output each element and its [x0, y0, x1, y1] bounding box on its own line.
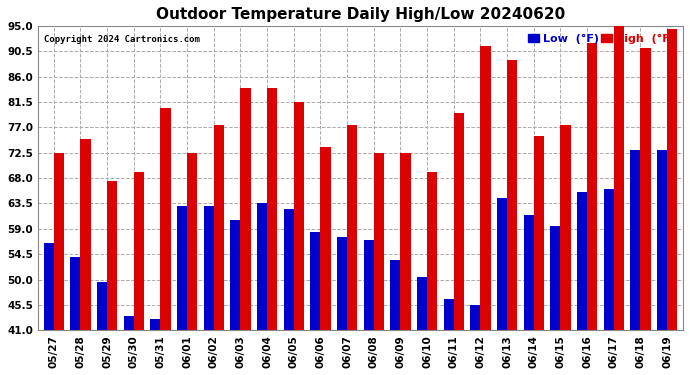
- Bar: [294, 102, 304, 375]
- Bar: [534, 136, 544, 375]
- Bar: [150, 319, 161, 375]
- Bar: [240, 88, 250, 375]
- Bar: [347, 124, 357, 375]
- Bar: [177, 206, 187, 375]
- Bar: [454, 113, 464, 375]
- Bar: [444, 299, 454, 375]
- Bar: [427, 172, 437, 375]
- Bar: [257, 204, 267, 375]
- Bar: [364, 240, 374, 375]
- Bar: [97, 282, 107, 375]
- Bar: [630, 150, 640, 375]
- Bar: [43, 243, 54, 375]
- Bar: [267, 88, 277, 375]
- Bar: [70, 257, 81, 375]
- Bar: [230, 220, 240, 375]
- Text: Copyright 2024 Cartronics.com: Copyright 2024 Cartronics.com: [44, 35, 200, 44]
- Bar: [560, 124, 571, 375]
- Bar: [640, 48, 651, 375]
- Bar: [187, 153, 197, 375]
- Bar: [161, 108, 170, 375]
- Bar: [480, 46, 491, 375]
- Bar: [577, 192, 587, 375]
- Bar: [124, 316, 134, 375]
- Bar: [107, 181, 117, 375]
- Bar: [81, 139, 90, 375]
- Bar: [587, 43, 598, 375]
- Legend: Low  (°F), High  (°F): Low (°F), High (°F): [526, 32, 678, 46]
- Bar: [337, 237, 347, 375]
- Bar: [134, 172, 144, 375]
- Bar: [284, 209, 294, 375]
- Bar: [604, 189, 613, 375]
- Bar: [507, 60, 518, 375]
- Bar: [214, 124, 224, 375]
- Bar: [391, 260, 400, 375]
- Title: Outdoor Temperature Daily High/Low 20240620: Outdoor Temperature Daily High/Low 20240…: [156, 7, 565, 22]
- Bar: [657, 150, 667, 375]
- Bar: [374, 153, 384, 375]
- Bar: [613, 26, 624, 375]
- Bar: [667, 29, 677, 375]
- Bar: [54, 153, 64, 375]
- Bar: [524, 215, 534, 375]
- Bar: [550, 226, 560, 375]
- Bar: [320, 147, 331, 375]
- Bar: [497, 198, 507, 375]
- Bar: [310, 232, 320, 375]
- Bar: [417, 277, 427, 375]
- Bar: [400, 153, 411, 375]
- Bar: [204, 206, 214, 375]
- Bar: [471, 305, 480, 375]
